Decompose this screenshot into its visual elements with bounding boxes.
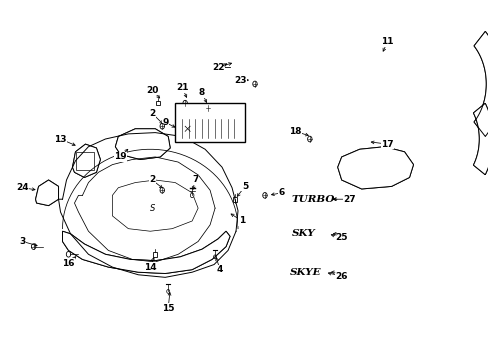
Text: 15: 15 — [162, 303, 174, 312]
Polygon shape — [472, 103, 488, 175]
Text: 3: 3 — [20, 237, 26, 246]
Text: 9: 9 — [162, 118, 168, 127]
Circle shape — [166, 289, 169, 293]
Text: 11: 11 — [381, 37, 393, 46]
Circle shape — [307, 136, 311, 142]
Text: 18: 18 — [288, 127, 301, 136]
Text: 10: 10 — [199, 118, 211, 127]
Text: 20: 20 — [146, 86, 158, 95]
Bar — [175, 103, 244, 141]
Text: 12: 12 — [233, 124, 246, 133]
Text: 13: 13 — [54, 135, 67, 144]
Text: 23: 23 — [233, 76, 246, 85]
Polygon shape — [337, 147, 413, 189]
Text: 6: 6 — [278, 188, 285, 197]
Circle shape — [160, 188, 164, 193]
Text: 21: 21 — [176, 83, 188, 92]
Text: 7: 7 — [192, 175, 198, 184]
Polygon shape — [112, 180, 198, 231]
Text: 2: 2 — [149, 175, 155, 184]
Text: 4: 4 — [217, 265, 223, 274]
Circle shape — [205, 105, 210, 111]
Circle shape — [160, 123, 164, 129]
Bar — [156, 101, 160, 105]
Text: 1: 1 — [239, 216, 244, 225]
Text: 8: 8 — [199, 89, 205, 98]
Text: 14: 14 — [143, 262, 156, 271]
Text: 16: 16 — [62, 259, 75, 268]
Text: 5: 5 — [242, 182, 247, 191]
Polygon shape — [473, 31, 488, 136]
Circle shape — [262, 193, 266, 198]
Text: 17: 17 — [381, 140, 393, 149]
Circle shape — [252, 81, 257, 87]
Circle shape — [190, 193, 194, 198]
Text: 22: 22 — [211, 63, 224, 72]
Circle shape — [31, 244, 36, 249]
Bar — [76, 152, 94, 170]
Bar — [153, 252, 157, 257]
Text: 2: 2 — [149, 109, 155, 118]
Polygon shape — [72, 144, 100, 177]
Circle shape — [183, 100, 187, 106]
Text: 19: 19 — [114, 152, 126, 161]
Text: 25: 25 — [335, 233, 347, 242]
Polygon shape — [36, 180, 59, 206]
Polygon shape — [62, 231, 229, 274]
Text: SKYE: SKYE — [289, 268, 321, 277]
Circle shape — [213, 255, 216, 259]
Text: 26: 26 — [335, 271, 347, 280]
Polygon shape — [115, 129, 170, 159]
Text: TURBO: TURBO — [291, 195, 335, 204]
Bar — [232, 197, 237, 202]
Text: 24: 24 — [16, 183, 29, 192]
Text: SKY: SKY — [291, 229, 315, 238]
Circle shape — [66, 252, 71, 257]
Text: S: S — [149, 204, 155, 213]
Text: 27: 27 — [343, 195, 355, 204]
